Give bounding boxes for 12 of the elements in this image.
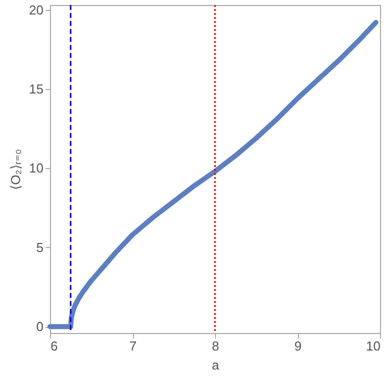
y-tick-label: 5: [36, 240, 44, 255]
x-tick-label: 8: [212, 338, 220, 354]
x-tick-label: 9: [294, 338, 302, 354]
x-tick-label: 6: [50, 338, 58, 354]
x-tick-label: 7: [129, 338, 137, 354]
y-tick-label: 20: [29, 2, 44, 18]
y-tick-label: 0: [36, 319, 44, 334]
y-tick-label: 15: [29, 81, 44, 96]
y-tick-label: 10: [29, 160, 44, 176]
x-tick-label: 10: [366, 338, 380, 354]
y-axis-title: ⟨O₂⟩ᵣ₌₀: [8, 149, 24, 190]
x-axis-title: a: [212, 358, 220, 372]
